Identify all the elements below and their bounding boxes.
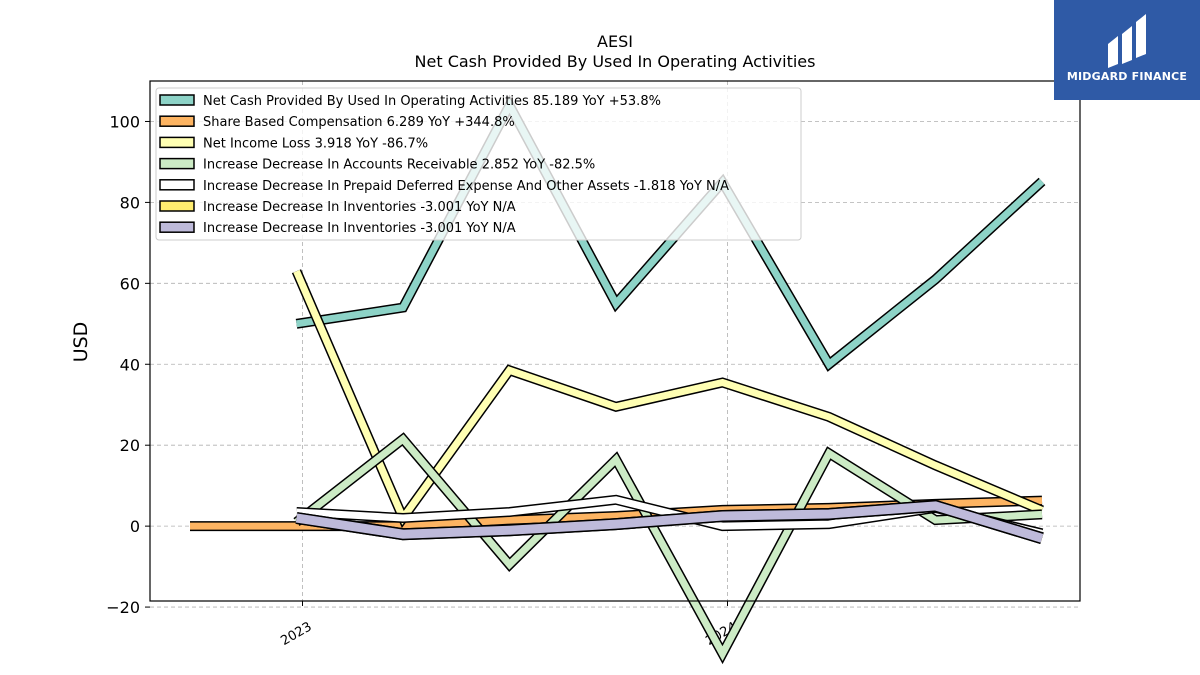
legend-label: Increase Decrease In Inventories -3.001 …: [203, 200, 516, 215]
series-line: [295, 501, 1044, 543]
series-line: [295, 97, 1045, 370]
legend-swatch: [159, 136, 195, 149]
y-tick-label: −20: [106, 598, 140, 617]
legend-swatch: [159, 115, 195, 127]
legend-label: Net Income Loss 3.918 YoY -86.7%: [203, 136, 428, 151]
plot-frame: [149, 80, 1081, 602]
y-tick-label: 40: [120, 355, 140, 374]
y-axis-label: USD: [70, 322, 92, 363]
y-tick-label: 0: [130, 517, 140, 536]
y-tick-label: 80: [120, 193, 140, 212]
legend-swatch: [159, 157, 195, 170]
series-line: [293, 269, 1044, 526]
series-lines: [190, 94, 1046, 665]
brand-logo: MIDGARD FINANCE: [1054, 0, 1200, 100]
legend-box: [155, 87, 802, 241]
x-tick-label: 2023: [278, 619, 314, 649]
logo-text: MIDGARD FINANCE: [1066, 70, 1188, 83]
y-tick-label: 20: [120, 436, 140, 455]
series-line-outline: [293, 432, 1043, 665]
chart-title: AESI: [597, 32, 633, 51]
legend-label: Increase Decrease In Prepaid Deferred Ex…: [203, 179, 729, 194]
legend-label: Share Based Compensation 6.289 YoY +344.…: [203, 115, 515, 130]
y-tick-label: 100: [109, 112, 140, 131]
chart-subtitle: Net Cash Provided By Used In Operating A…: [415, 52, 816, 71]
legend-swatch: [159, 221, 195, 233]
legend-label: Net Cash Provided By Used In Operating A…: [203, 94, 661, 109]
legend-label: Increase Decrease In Inventories -3.001 …: [203, 221, 516, 236]
legend-swatch: [159, 200, 195, 212]
legend-swatch: [159, 179, 195, 191]
legend-label: Increase Decrease In Accounts Receivable…: [203, 158, 595, 173]
logo-mark-icon: [1108, 14, 1146, 68]
legend-swatch: [159, 94, 195, 106]
y-tick-label: 60: [120, 274, 140, 293]
legend: Net Cash Provided By Used In Operating A…: [155, 87, 802, 241]
